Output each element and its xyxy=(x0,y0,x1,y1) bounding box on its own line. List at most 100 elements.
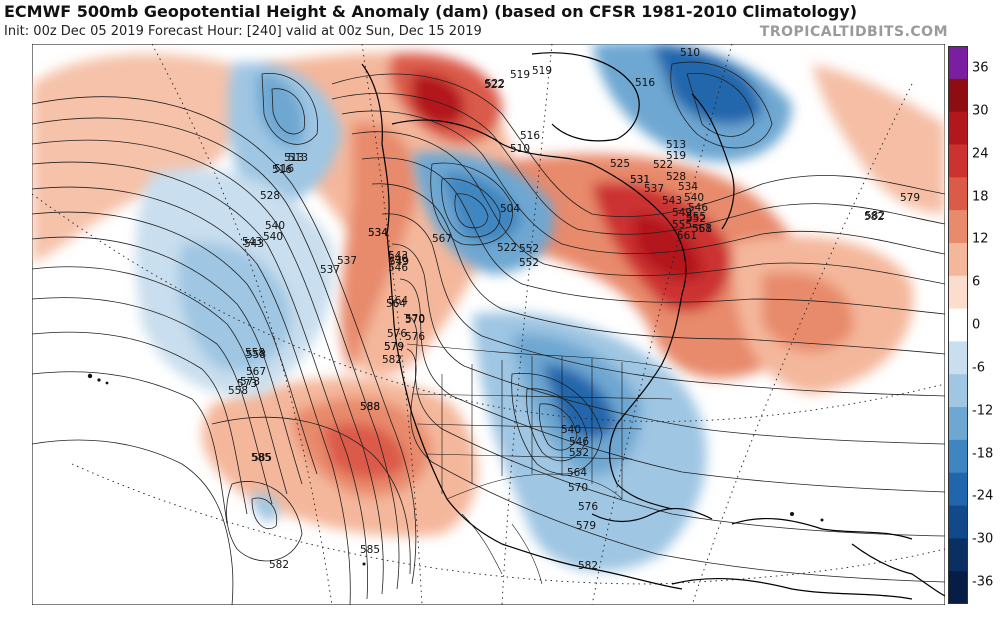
contour-label: 564 xyxy=(388,295,408,307)
colorbar-segment xyxy=(948,374,968,408)
contour-label: 513 xyxy=(666,139,686,151)
colorbar-segment xyxy=(948,242,968,277)
contour-label: 567 xyxy=(432,233,452,245)
colorbar-segment xyxy=(948,177,968,211)
contour-label: 576 xyxy=(578,501,598,513)
contour-label: 531 xyxy=(630,174,650,186)
contour-label: 549 xyxy=(389,256,409,268)
contour-label: 552 xyxy=(519,257,539,269)
colorbar-segment xyxy=(948,538,968,572)
colorbar-segment xyxy=(948,439,968,474)
colorbar-tick-label: 30 xyxy=(972,103,989,119)
colorbar-segment xyxy=(948,275,968,310)
contour-label: 558 xyxy=(692,223,712,235)
contour-label: 582 xyxy=(269,559,289,571)
contour-label: 555 xyxy=(672,219,692,231)
contour-label: 504 xyxy=(500,203,520,215)
contour-label: 525 xyxy=(610,158,630,170)
contour-label: 585 xyxy=(360,544,380,556)
contour-label: 528 xyxy=(260,190,280,202)
colorbar-tick-label: -36 xyxy=(972,574,994,590)
contour-label: 540 xyxy=(263,231,283,243)
contour-label: 576 xyxy=(387,328,407,340)
contour-label: 582 xyxy=(382,354,402,366)
contour-label: 549 xyxy=(672,207,692,219)
contour-label: 516 xyxy=(274,163,294,175)
anomaly-map: 510 516 519 522 513 516 519 522 525 528 … xyxy=(32,44,945,605)
contour-label: 534 xyxy=(368,227,388,239)
contour-label: 528 xyxy=(666,171,686,183)
anomaly-colorbar xyxy=(948,46,968,604)
colorbar-tick-label: -30 xyxy=(972,531,994,547)
colorbar-segment xyxy=(948,210,968,244)
contour-label: 534 xyxy=(678,181,698,193)
contour-label: 546 xyxy=(569,436,589,448)
contour-label: 579 xyxy=(900,192,920,204)
colorbar-tick-label: -24 xyxy=(972,488,994,504)
contour-label: 519 xyxy=(666,150,686,162)
contour-label: 585 xyxy=(251,452,271,464)
contour-label-layer: 510 516 519 522 513 516 519 522 525 528 … xyxy=(228,47,920,572)
contour-label: 573 xyxy=(237,378,257,390)
negative-anomaly-shading xyxy=(135,44,792,572)
colorbar-tick-label: -12 xyxy=(972,403,994,419)
contour-label: 579 xyxy=(576,520,596,532)
contour-label: 543 xyxy=(662,195,682,207)
contour-label: 564 xyxy=(567,467,587,479)
contour-label: 546 xyxy=(388,253,408,265)
contour-label: 561 xyxy=(677,230,697,242)
graticule xyxy=(32,44,945,605)
contour-label: 588 xyxy=(360,401,380,413)
contour-label: 582 xyxy=(864,211,884,223)
contour-label: 519 xyxy=(510,69,530,81)
contour-label: 555 xyxy=(686,211,706,223)
contour-label: 570 xyxy=(568,482,588,494)
map-title: ECMWF 500mb Geopotential Height & Anomal… xyxy=(4,2,858,21)
colorbar-segment xyxy=(948,46,968,80)
colorbar-tick-label: 6 xyxy=(972,274,981,290)
contour-label: 522 xyxy=(497,242,517,254)
contour-label: 540 xyxy=(265,220,285,232)
contour-label: 579 xyxy=(384,341,404,353)
height-contours xyxy=(32,61,945,605)
contour-label: 561 xyxy=(692,223,712,235)
contour-label: 573 xyxy=(240,376,260,388)
contour-label: 552 xyxy=(519,243,539,255)
colorbar-segment xyxy=(948,505,968,539)
colorbar-tick-label: -6 xyxy=(972,360,985,376)
contour-label: 576 xyxy=(405,331,425,343)
colorbar-tick-label: 24 xyxy=(972,146,989,162)
contour-label: 522 xyxy=(485,78,505,90)
contour-label: 543 xyxy=(242,236,262,248)
colorbar-segment xyxy=(948,308,968,342)
contour-label: 588 xyxy=(360,401,380,413)
contour-label: 510 xyxy=(680,47,700,59)
contour-label: 540 xyxy=(684,192,704,204)
contour-label: 516 xyxy=(272,164,292,176)
contour-label: 513 xyxy=(284,152,304,164)
contour-label: 534 xyxy=(368,227,388,239)
contour-label: 552 xyxy=(686,213,706,225)
site-brand: TROPICALTIDBITS.COM xyxy=(759,24,948,40)
contour-label: 531 xyxy=(630,174,650,186)
colorbar-segment xyxy=(948,472,968,507)
political-borders xyxy=(406,343,673,585)
contour-label: 546 xyxy=(688,202,708,214)
colorbar-frame xyxy=(948,46,968,604)
colorbar-segment xyxy=(948,341,968,375)
contour-label: 552 xyxy=(569,447,589,459)
contour-label: 516 xyxy=(635,77,655,89)
contour-label: 510 xyxy=(510,143,530,155)
contour-label: 567 xyxy=(246,366,266,378)
islands xyxy=(87,373,824,566)
contour-label: 537 xyxy=(644,183,664,195)
contour-label: 516 xyxy=(520,130,540,142)
colorbar-tick-label: -18 xyxy=(972,446,994,461)
contour-label: 522 xyxy=(653,159,673,171)
contour-label: 558 xyxy=(246,349,266,361)
colorbar-tick-label: 18 xyxy=(972,189,989,204)
colorbar-tick-label: 12 xyxy=(972,231,989,247)
coastlines xyxy=(361,52,945,600)
forecast-info: Init: 00z Dec 05 2019 Forecast Hour: [24… xyxy=(4,24,482,39)
colorbar-segment xyxy=(948,407,968,441)
